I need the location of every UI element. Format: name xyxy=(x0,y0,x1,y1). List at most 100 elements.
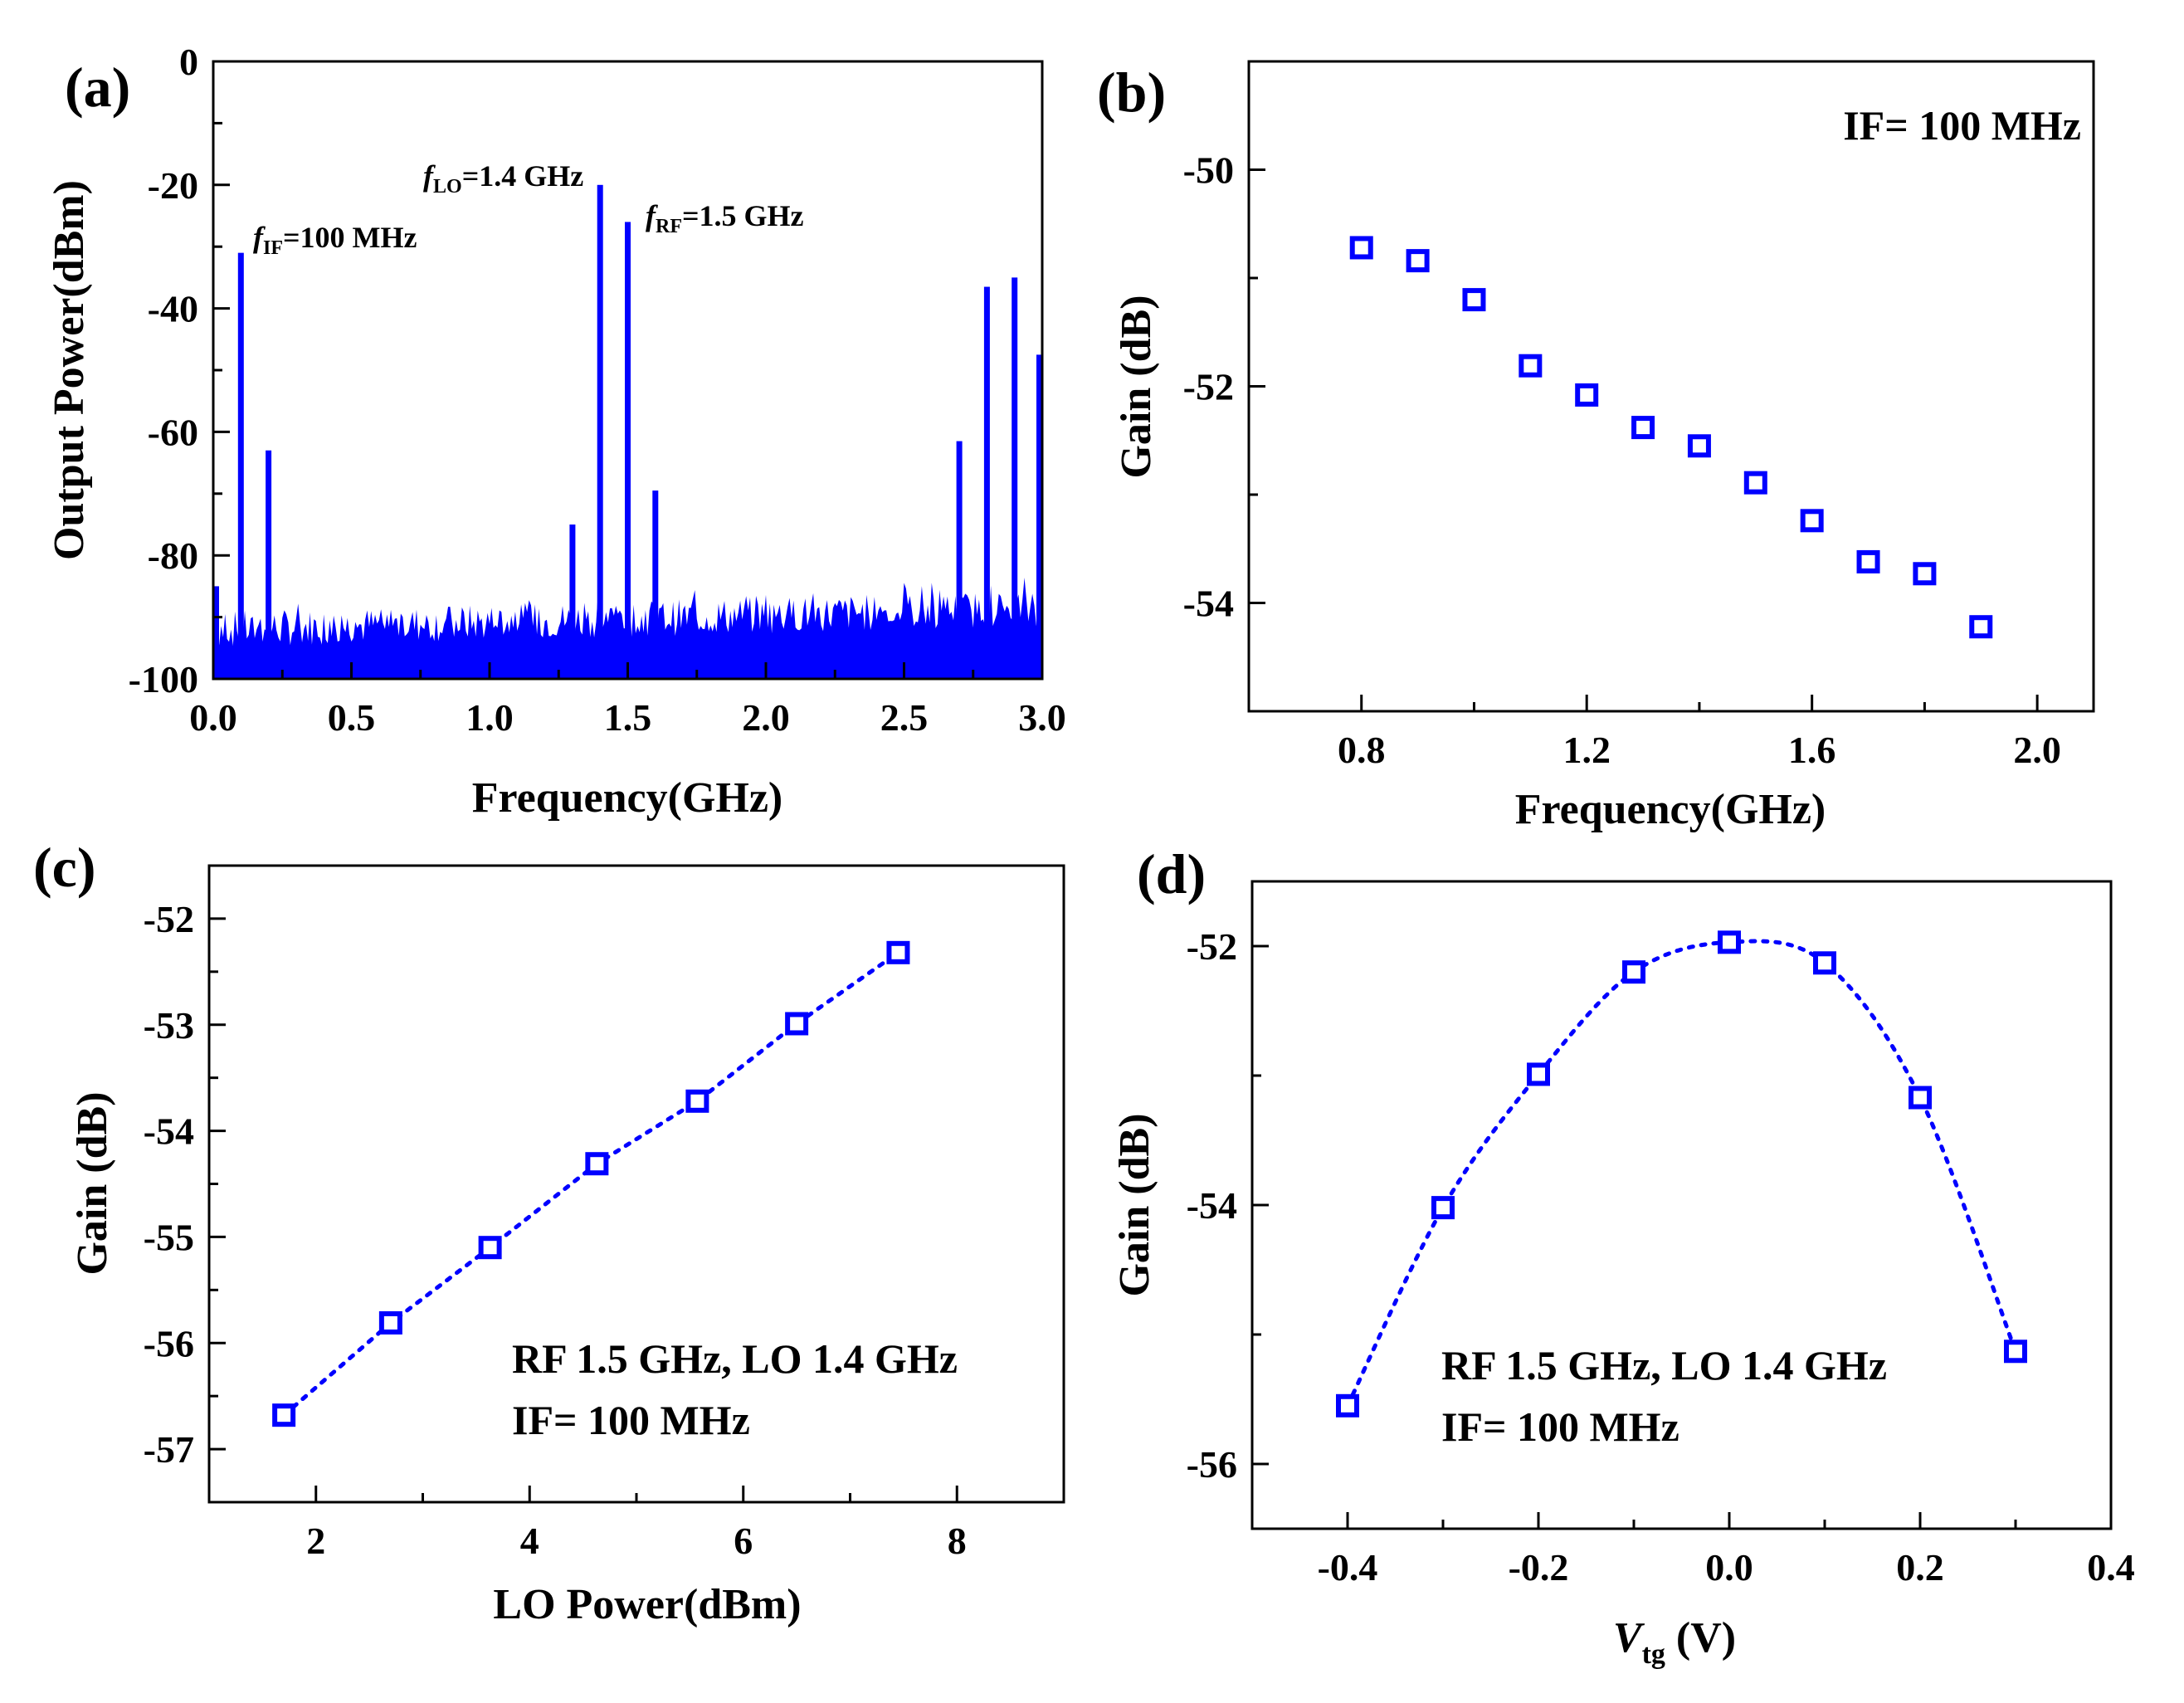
a-x-tick-label: 3.0 xyxy=(1018,696,1066,739)
b-y-tick-label: -52 xyxy=(1183,366,1234,408)
annotation-f-lo: fLO=1.4 GHz xyxy=(423,159,583,198)
b-x-tick-label: 0.8 xyxy=(1338,729,1386,771)
d-x-tick-label: 0.2 xyxy=(1896,1546,1944,1588)
a-y-tick-label: -60 xyxy=(148,411,198,453)
a-x-tick-label: 0.5 xyxy=(328,696,376,739)
panel-d-label: (d) xyxy=(1137,842,1206,905)
d-x-tick-label: 0.0 xyxy=(1705,1546,1753,1588)
c-point xyxy=(585,1152,609,1176)
b-point xyxy=(1575,383,1599,407)
annotation-rf-lo-d: RF 1.5 GHz, LO 1.4 GHz xyxy=(1441,1342,1887,1388)
a-y-tick-label: -100 xyxy=(129,658,198,700)
d-point xyxy=(1527,1062,1550,1086)
spectral-peak xyxy=(569,525,576,679)
annotation-if-c: IF= 100 MHz xyxy=(512,1397,750,1443)
annotation-if-d: IF= 100 MHz xyxy=(1441,1403,1679,1450)
a-y-tick-label: -80 xyxy=(148,534,198,577)
b-point xyxy=(1519,354,1543,378)
b-x-tick-label: 1.6 xyxy=(1788,729,1836,771)
x-axis-title-d: Vtg (V) xyxy=(1613,1614,1736,1670)
a-y-tick-label: 0 xyxy=(179,41,198,83)
d-point xyxy=(1813,951,1836,975)
b-point xyxy=(1913,562,1937,586)
spectral-peak xyxy=(625,222,631,679)
d-y-tick-label: -52 xyxy=(1187,925,1237,968)
y-axis-title-c: Gain (dB) xyxy=(69,1091,116,1275)
b-x-tick-label: 2.0 xyxy=(2013,729,2061,771)
x-axis-title-c: LO Power(dBm) xyxy=(493,1581,801,1628)
plot-frame-b xyxy=(1247,60,2095,713)
a-x-tick-label: 0.0 xyxy=(189,696,237,739)
c-point xyxy=(785,1012,809,1036)
b-y-tick-label: -50 xyxy=(1183,149,1234,192)
c-y-tick-label: -56 xyxy=(144,1322,194,1364)
spectral-peak xyxy=(597,184,603,680)
c-x-tick-label: 2 xyxy=(306,1520,325,1562)
b-point xyxy=(1856,549,1880,573)
d-x-tick-label: 0.4 xyxy=(2087,1546,2135,1588)
x-axis-title-a: Frequency(GHz) xyxy=(472,774,783,822)
y-axis-title-a: Output Power(dBm) xyxy=(46,180,93,560)
c-y-tick-label: -52 xyxy=(144,898,194,940)
annotation-f-if: fIF=100 MHz xyxy=(253,221,417,259)
d-y-tick-label: -56 xyxy=(1187,1443,1237,1486)
c-x-tick-label: 4 xyxy=(520,1520,539,1562)
b-point xyxy=(1631,416,1655,440)
spectral-peak xyxy=(652,490,659,679)
spectral-peak xyxy=(213,586,219,679)
b-point xyxy=(1800,509,1824,533)
spectral-peak xyxy=(956,441,963,679)
a-y-tick-label: -40 xyxy=(148,288,198,330)
annotation-rf-lo-c: RF 1.5 GHz, LO 1.4 GHz xyxy=(512,1335,958,1382)
c-x-tick-label: 6 xyxy=(734,1520,753,1562)
b-y-tick-label: -54 xyxy=(1183,583,1234,625)
spectral-peak xyxy=(237,252,244,679)
c-y-tick-label: -53 xyxy=(144,1004,194,1047)
b-point xyxy=(1969,615,1993,639)
b-point xyxy=(1687,434,1711,458)
a-x-tick-label: 1.0 xyxy=(466,696,514,739)
d-point xyxy=(1909,1086,1932,1110)
d-point xyxy=(1431,1196,1455,1220)
b-point xyxy=(1743,471,1767,495)
d-point xyxy=(1336,1393,1359,1418)
d-x-tick-label: -0.2 xyxy=(1509,1546,1569,1588)
spectral-peak xyxy=(983,286,990,679)
c-point xyxy=(685,1089,709,1113)
c-point xyxy=(478,1236,502,1260)
annotation-if-b: IF= 100 MHz xyxy=(1843,102,2081,149)
d-x-tick-label: -0.4 xyxy=(1318,1546,1378,1588)
c-point xyxy=(272,1403,296,1427)
b-point xyxy=(1462,288,1486,312)
panel-c-gain-vs-lo-power: (c) 2 4 6 8 -52 -53 -54 -55 -56 -57 RF 1.5 GHz, L… xyxy=(33,836,1065,1628)
c-x-tick-label: 8 xyxy=(948,1520,967,1562)
spectral-peak xyxy=(1012,277,1018,679)
b-point xyxy=(1349,236,1373,260)
c-y-tick-label: -57 xyxy=(144,1428,194,1471)
y-axis-title-b: Gain (dB) xyxy=(1113,295,1160,478)
y-axis-title-d: Gain (dB) xyxy=(1111,1113,1158,1296)
c-y-tick-label: -54 xyxy=(144,1110,194,1153)
panel-b-gain-vs-frequency: (b) 0.8 1.2 1.6 2.0 -50 -52 -54 IF= 100 MHz Fr… xyxy=(1097,60,2095,833)
panel-c-label: (c) xyxy=(33,836,95,899)
a-x-tick-label: 2.5 xyxy=(880,696,929,739)
d-point xyxy=(1622,960,1645,984)
d-point xyxy=(2004,1339,2027,1364)
c-point xyxy=(378,1310,402,1335)
b-point xyxy=(1406,249,1430,273)
x-axis-title-b: Frequency(GHz) xyxy=(1515,786,1826,833)
d-point xyxy=(1718,930,1741,954)
spectral-peak xyxy=(266,450,272,679)
a-x-tick-label: 1.5 xyxy=(604,696,652,739)
c-y-tick-label: -55 xyxy=(144,1216,194,1258)
plot-frame-d xyxy=(1250,880,2113,1530)
c-point xyxy=(886,940,910,964)
spectral-peak xyxy=(1036,354,1042,679)
panel-a-label: (a) xyxy=(65,56,130,119)
annotation-f-rf: fRF=1.5 GHz xyxy=(646,199,804,237)
a-y-tick-label: -20 xyxy=(148,164,198,207)
panel-d-gain-vs-vtg: (d) -0.4 -0.2 0.0 0.2 0.4 -52 -54 -56 RF 1.5 GH… xyxy=(1111,842,2135,1670)
panel-b-label: (b) xyxy=(1097,61,1166,124)
b-x-tick-label: 1.2 xyxy=(1562,729,1611,771)
